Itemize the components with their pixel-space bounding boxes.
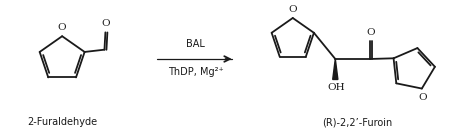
Text: ThDP, Mg²⁺: ThDP, Mg²⁺ <box>168 67 224 77</box>
Text: O: O <box>58 23 66 32</box>
Text: O: O <box>289 5 297 14</box>
Text: 2-Furaldehyde: 2-Furaldehyde <box>27 117 97 127</box>
Text: OH: OH <box>328 83 345 92</box>
Polygon shape <box>333 59 338 79</box>
Text: (R)-2,2’-Furoin: (R)-2,2’-Furoin <box>322 117 392 127</box>
Text: O: O <box>101 19 109 28</box>
Text: O: O <box>366 28 374 37</box>
Text: O: O <box>419 93 427 102</box>
Text: BAL: BAL <box>186 39 205 49</box>
